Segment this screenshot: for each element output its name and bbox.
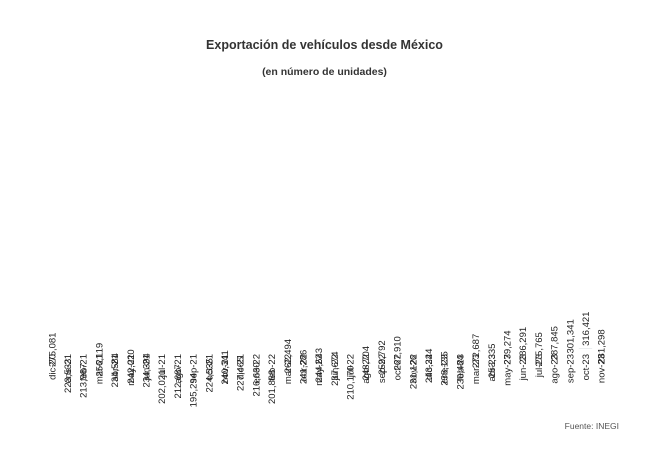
x-tick-label-ago-21: ago-21 [173,354,184,384]
value-label-feb-23: 230,484 [455,355,466,389]
x-tick-label-dic-22: dic-22 [424,354,435,380]
x-tick-label-nov-22: nov-22 [408,354,419,383]
x-tick-label-nov-23: nov-23 [597,354,608,383]
x-tick-label-oct-21: oct-21 [204,354,215,380]
value-label-abr-21: 234,584 [110,353,121,387]
x-tick-label-feb-23: feb-23 [455,354,466,381]
value-label-abr-22: 241,286 [298,350,309,384]
value-label-jul-23: 275,765 [534,332,545,366]
x-tick-label-sep-21: sep-21 [189,354,200,383]
x-tick-label-nov-21: nov-21 [220,354,231,383]
x-tick-label-jun-22: jun-22 [330,354,341,381]
value-label-oct-21: 224,535 [204,358,215,392]
value-label-dic-21: 227,465 [236,357,247,391]
value-label-may-23: 279,274 [502,330,513,364]
source-note: Fuente: INEGI [564,421,619,431]
value-labels-layer: 275,081 223,533 213,987 256,119 234,584 242,0… [47,312,607,408]
x-tick-label-mar-22: mar-22 [283,354,294,384]
x-tick-label-oct-23: oct-23 [581,354,592,380]
value-label-sep-21: 195,294 [189,373,200,407]
chart-title: Exportación de vehículos desde México [206,38,443,52]
x-tick-label-jun-23: jun-23 [518,354,529,381]
value-label-ago-22: 248,704 [361,346,372,380]
value-label-ago-23: 287,845 [550,326,561,360]
x-tick-label-mar-21: mar-21 [94,354,105,384]
value-label-mar-22: 262,494 [283,339,294,373]
x-tick-label-sep-23: sep-23 [565,354,576,383]
x-tick-label-abr-21: abr-21 [110,354,121,381]
x-tick-label-ago-22: ago-22 [361,354,372,384]
value-label-feb-22: 201,868 [267,370,278,404]
x-tick-label-may-22: may-22 [314,354,325,386]
x-tick-label-jul-23: jul-23 [534,354,545,378]
x-tick-label-jul-22: jul-22 [346,354,357,378]
value-label-jul-22: 210,170 [346,365,357,399]
chart-subtitle: (en número de unidades) [262,66,387,78]
value-label-ene-23: 238,135 [440,351,451,385]
value-label-oct-22: 267,910 [393,336,404,370]
x-tick-label-oct-22: oct-22 [393,354,404,380]
x-tick-label-ene-21: ene-21 [63,354,74,384]
value-label-sep-22: 259,792 [377,340,388,374]
x-tick-label-jun-21: jun-21 [142,354,153,381]
x-tick-label-abr-22: abr-22 [298,354,309,381]
value-label-mar-23: 272,687 [471,334,482,368]
value-label-ago-21: 212,687 [173,364,184,398]
value-label-dic-20: 275,081 [47,333,58,367]
x-tick-label-jul-21: jul-21 [157,354,168,378]
x-tick-label-feb-21: feb-21 [79,354,90,381]
x-tick-label-sep-22: sep-22 [377,354,388,383]
value-label-abr-23: 253,335 [487,344,498,378]
x-tick-labels-layer: dic-20 ene-21 feb-21 mar-21 abr-21 may-21 jun-… [47,354,607,386]
value-label-jul-21: 202,021 [157,370,168,404]
x-tick-label-may-23: may-23 [502,354,513,386]
value-label-jun-21: 234,394 [142,353,153,387]
value-label-sep-23: 301,341 [565,319,576,353]
x-tick-label-dic-20: dic-20 [47,354,58,380]
x-tick-label-may-21: may-21 [126,354,137,386]
value-label-jun-22: 237,674 [330,352,341,386]
x-tick-label-dic-21: dic-21 [236,354,247,380]
value-label-dic-22: 243,344 [424,349,435,383]
value-label-jun-23: 286,291 [518,327,529,361]
value-label-may-21: 242,020 [126,349,137,383]
x-tick-label-ene-22: ene-22 [251,354,262,384]
value-label-ene-21: 223,533 [63,359,74,393]
value-label-ene-22: 216,630 [251,362,262,396]
value-label-mar-21: 256,119 [94,343,105,377]
x-tick-label-abr-23: abr-23 [487,354,498,381]
value-label-may-22: 244,643 [314,348,325,382]
x-tick-label-feb-22: feb-22 [267,354,278,381]
value-label-nov-22: 231,126 [408,355,419,389]
x-tick-label-ene-23: ene-23 [440,354,451,384]
value-label-feb-21: 213,987 [79,364,90,398]
value-label-nov-23: 281,298 [597,329,608,363]
x-tick-label-mar-23: mar-23 [471,354,482,384]
value-label-oct-23: 316,421 [581,312,592,346]
x-tick-label-ago-23: ago-23 [550,354,561,384]
value-label-nov-21: 240,341 [220,350,231,384]
